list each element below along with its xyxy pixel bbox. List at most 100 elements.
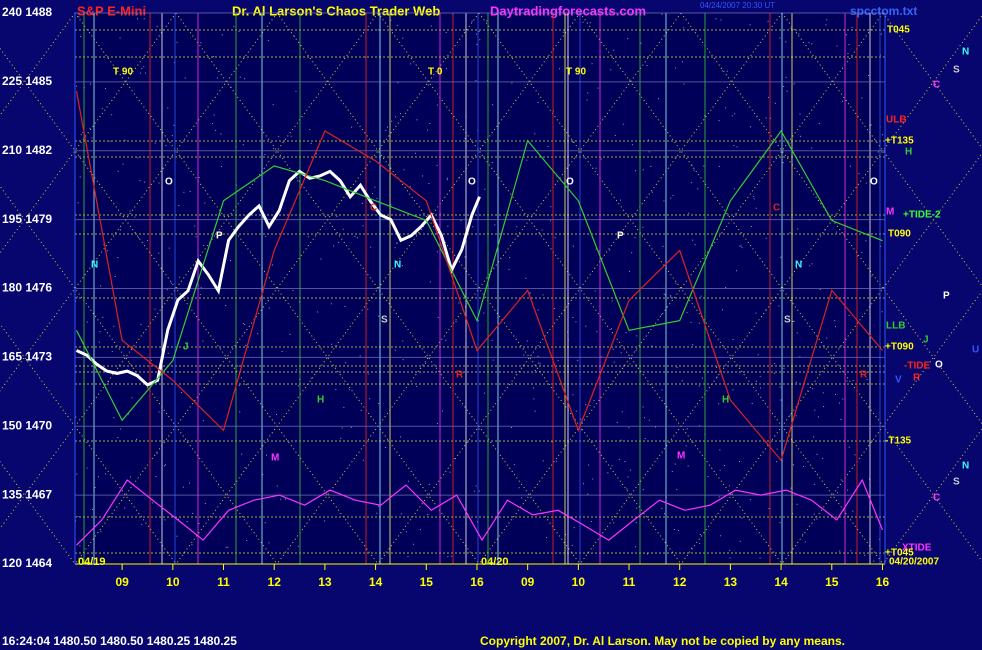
- star: [484, 392, 486, 394]
- star: [449, 471, 451, 473]
- star: [143, 181, 145, 183]
- annotation: T 90: [113, 67, 133, 78]
- star: [811, 147, 813, 149]
- star: [864, 554, 866, 556]
- star: [371, 193, 373, 195]
- star: [494, 224, 496, 226]
- star: [839, 550, 841, 552]
- star: [245, 345, 247, 347]
- star: [681, 380, 683, 382]
- star: [660, 314, 662, 316]
- star: [779, 386, 781, 388]
- star: [845, 34, 847, 36]
- star: [156, 452, 158, 454]
- star: [416, 119, 418, 121]
- star: [759, 387, 761, 389]
- star: [458, 302, 460, 304]
- star: [278, 135, 280, 137]
- star: [715, 18, 717, 20]
- star: [670, 197, 672, 199]
- star: [732, 389, 734, 391]
- star: [525, 277, 527, 279]
- star: [790, 487, 792, 489]
- star: [128, 413, 130, 415]
- star: [374, 186, 376, 188]
- star: [184, 77, 186, 79]
- star: [202, 340, 204, 342]
- star: [613, 522, 615, 524]
- annotation: H: [317, 395, 324, 406]
- star: [104, 87, 106, 89]
- star: [109, 140, 111, 142]
- star: [802, 533, 804, 535]
- star: [167, 352, 169, 354]
- star: [454, 458, 456, 460]
- star: [751, 403, 753, 405]
- star: [587, 493, 589, 495]
- star: [534, 133, 536, 135]
- star: [199, 294, 201, 296]
- star: [220, 133, 222, 135]
- star: [394, 247, 396, 249]
- star: [534, 369, 536, 371]
- star: [414, 152, 416, 154]
- star: [877, 151, 879, 153]
- star: [677, 529, 679, 531]
- star: [478, 31, 480, 33]
- star: [716, 376, 718, 378]
- star: [91, 137, 93, 139]
- star: [227, 546, 229, 548]
- star: [816, 518, 818, 520]
- file-name: spcctom.txt: [850, 4, 917, 18]
- star: [265, 236, 267, 238]
- star: [77, 202, 79, 204]
- star: [585, 325, 587, 327]
- star: [757, 354, 759, 356]
- star: [793, 83, 795, 85]
- star: [683, 27, 685, 29]
- star: [572, 394, 574, 396]
- star: [750, 225, 752, 227]
- star: [739, 245, 741, 247]
- star: [626, 488, 628, 490]
- star: [182, 486, 184, 488]
- star: [478, 428, 480, 430]
- star: [179, 276, 181, 278]
- star: [698, 385, 700, 387]
- star: [428, 484, 430, 486]
- star: [799, 113, 801, 115]
- star: [402, 37, 404, 39]
- star: [523, 354, 525, 356]
- star: [516, 226, 518, 228]
- annotation: +T090: [885, 342, 914, 353]
- star: [194, 225, 196, 227]
- star: [446, 177, 448, 179]
- annotation: C: [773, 203, 780, 214]
- y-tick-label: 225 1485: [2, 74, 52, 88]
- star: [546, 537, 548, 539]
- star: [807, 391, 809, 393]
- annotation: T 0: [428, 67, 443, 78]
- star: [703, 115, 705, 117]
- star: [834, 326, 836, 328]
- star: [146, 240, 148, 242]
- star: [834, 320, 836, 322]
- star: [385, 129, 387, 131]
- star: [547, 146, 549, 148]
- star: [137, 237, 139, 239]
- star: [203, 244, 205, 246]
- star: [600, 356, 602, 358]
- star: [773, 372, 775, 374]
- star: [813, 436, 815, 438]
- star: [330, 303, 332, 305]
- star: [729, 557, 731, 559]
- star: [721, 309, 723, 311]
- star: [847, 489, 849, 491]
- star: [611, 328, 613, 330]
- star: [119, 37, 121, 39]
- star: [611, 465, 613, 467]
- star: [676, 367, 678, 369]
- star: [676, 489, 678, 491]
- star: [767, 20, 769, 22]
- star: [629, 469, 631, 471]
